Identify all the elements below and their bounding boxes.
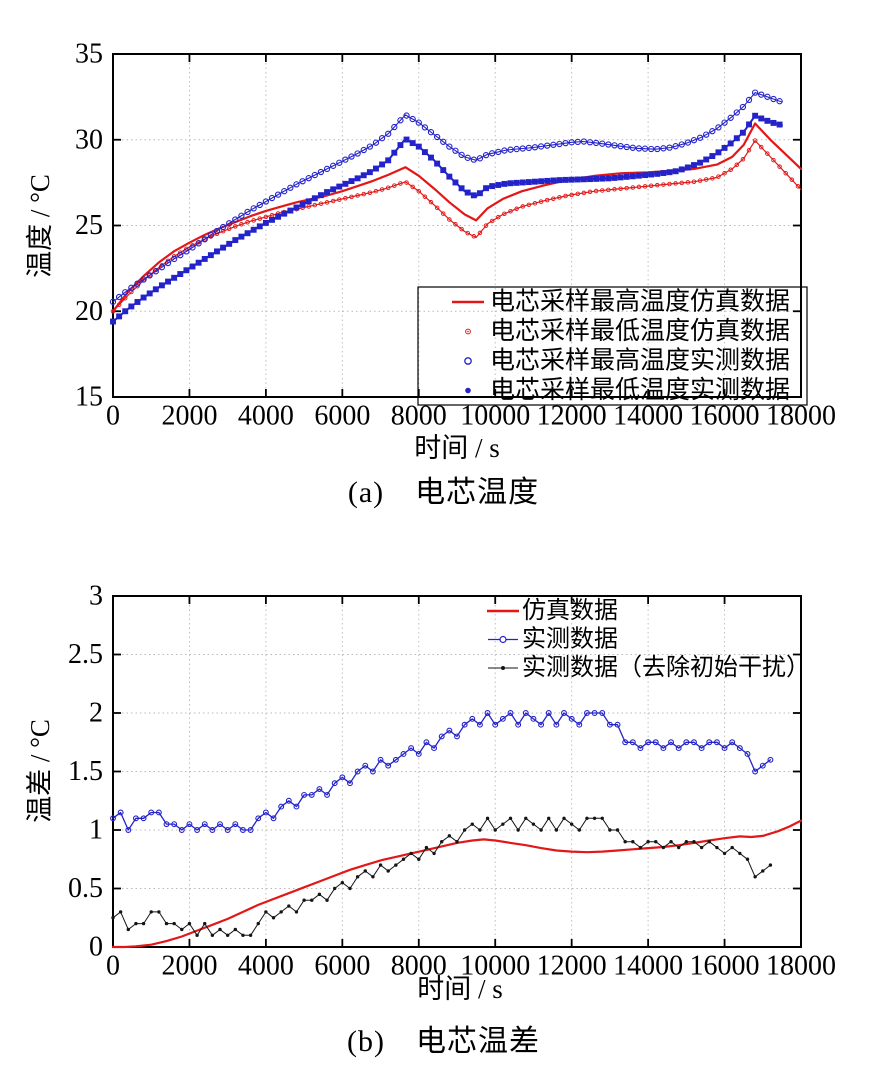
svg-text:14000: 14000 [613,951,683,982]
svg-text:10000: 10000 [460,951,530,982]
svg-text:0: 0 [106,951,120,982]
series-b-0 [111,819,803,949]
svg-text:14000: 14000 [613,401,683,432]
svg-text:6000: 6000 [314,401,370,432]
legend-border [417,286,808,406]
svg-text:25: 25 [75,210,103,241]
gridlines [113,596,801,947]
svg-text:12000: 12000 [537,401,607,432]
y-tick-labels: 15 20 25 30 35 [75,39,103,413]
legend-label: 电芯采样最低温度仿真数据 [490,317,790,345]
svg-text:4000: 4000 [238,401,294,432]
series-a-2 [109,89,783,305]
svg-text:18000: 18000 [766,951,836,982]
plot-border [112,595,802,948]
legend-item-0: 电芯采样最高温度仿真数据 [452,288,790,316]
svg-text:18000: 18000 [766,401,836,432]
svg-text:2000: 2000 [161,951,217,982]
svg-text:20: 20 [75,296,103,327]
legend-item-1: 电芯采样最低温度仿真数据 [465,317,790,345]
svg-text:2: 2 [89,698,103,729]
svg-text:4000: 4000 [238,951,294,982]
svg-text:0: 0 [89,932,103,963]
svg-text:8000: 8000 [391,951,447,982]
legend-item-1: 实测数据 [488,626,618,653]
x-tick-labels: 0 2000 4000 6000 8000 10000 12000 14000 16000 180… [106,951,836,982]
legend-label: 实测数据（去除初始干扰） [522,654,810,681]
legend-item-0: 仿真数据 [487,597,618,624]
chart-a: 0 2000 4000 6000 8000 10000 12000 14000 16000 180… [25,39,836,464]
y-axis-label: 温度 / °C [25,174,55,278]
svg-text:35: 35 [75,39,103,70]
series-a-3 [110,112,783,325]
series-a-0 [111,122,803,313]
svg-text:16000: 16000 [690,951,760,982]
legend-label: 实测数据 [522,626,618,653]
legend-chart-a: 电芯采样最高温度仿真数据电芯采样最低温度仿真数据电芯采样最高温度实测数据电芯采样… [417,286,808,406]
svg-text:6000: 6000 [314,951,370,982]
y-tick-labels: 0 0.5 1 1.5 2 2.5 3 [68,581,103,963]
svg-text:2.5: 2.5 [68,639,103,670]
svg-text:1.5: 1.5 [68,756,103,787]
svg-text:12000: 12000 [537,951,607,982]
chart-b: 0 2000 4000 6000 8000 10000 12000 14000 16000 180… [25,581,836,1005]
svg-text:1: 1 [89,815,103,846]
x-axis-label: 时间 / s [417,974,503,1004]
svg-text:8000: 8000 [391,401,447,432]
caption-chart-b: (b) 电芯温差 [347,1025,540,1058]
legend-item-3: 电芯采样最低温度实测数据 [465,376,790,404]
x-axis-label: 时间 / s [414,433,500,463]
legend-label: 电芯采样最高温度实测数据 [490,347,790,375]
legend-label: 电芯采样最高温度仿真数据 [490,288,790,316]
x-tick-labels: 0 2000 4000 6000 8000 10000 12000 14000 16000 180… [106,401,836,432]
tick-marks [112,53,802,398]
legend-label: 电芯采样最低温度实测数据 [490,376,790,404]
tick-marks [112,595,802,948]
svg-text:0: 0 [106,401,120,432]
series-b-2 [111,816,773,937]
caption-chart-a: (a) 电芯温度 [347,476,540,509]
svg-text:15: 15 [75,382,103,413]
series-b-1 [110,710,774,833]
legend-item-2: 实测数据（去除初始干扰） [488,654,810,681]
svg-text:16000: 16000 [690,401,760,432]
svg-text:3: 3 [89,581,103,612]
svg-text:2000: 2000 [161,401,217,432]
svg-text:0.5: 0.5 [68,873,103,904]
svg-text:30: 30 [75,124,103,155]
legend-label: 仿真数据 [522,597,618,624]
y-axis-label: 温差 / °C [25,719,55,823]
legend-item-2: 电芯采样最高温度实测数据 [464,347,790,375]
svg-text:10000: 10000 [460,401,530,432]
